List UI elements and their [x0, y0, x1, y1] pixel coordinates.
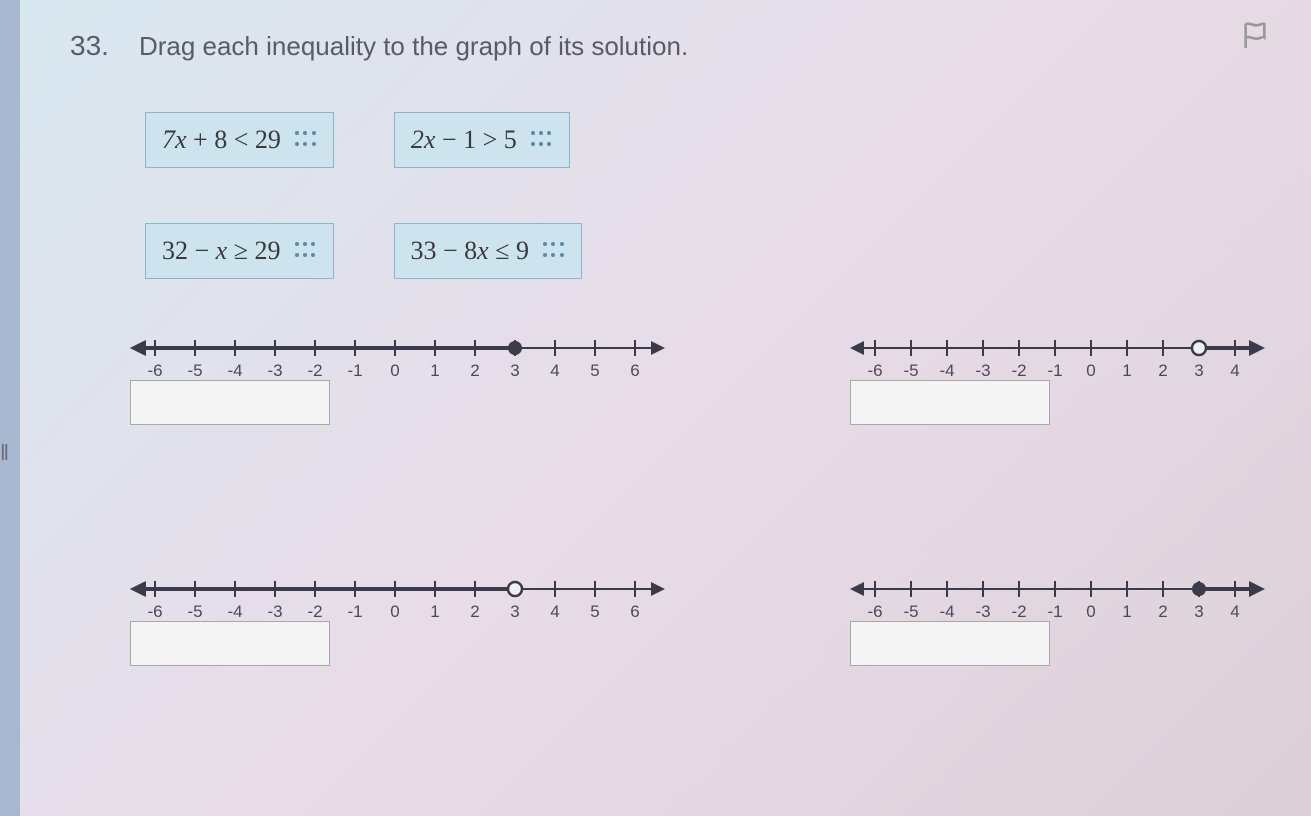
svg-text:-4: -4 — [227, 602, 242, 621]
svg-text:1: 1 — [430, 602, 439, 621]
svg-text:0: 0 — [390, 361, 399, 380]
svg-text:-3: -3 — [267, 602, 282, 621]
svg-text:-1: -1 — [1047, 602, 1062, 621]
svg-text:6: 6 — [630, 361, 639, 380]
svg-text:-4: -4 — [227, 361, 242, 380]
svg-text:-4: -4 — [939, 361, 954, 380]
drop-zone-3[interactable] — [130, 621, 330, 666]
number-line-2: -6-5-4-3-2-101234 — [850, 334, 1311, 374]
drag-handle-icon — [295, 131, 317, 149]
svg-text:5: 5 — [590, 361, 599, 380]
svg-text:-2: -2 — [307, 602, 322, 621]
left-sidebar — [0, 0, 20, 816]
svg-text:3: 3 — [1194, 602, 1203, 621]
graph-1: -6 -5 -4 -3 -2 -1 0 1 2 3 4 5 6 — [130, 334, 730, 425]
inequality-tile-1[interactable]: 7x + 8 < 29 — [145, 112, 334, 168]
svg-text:0: 0 — [1086, 602, 1095, 621]
svg-text:4: 4 — [1230, 602, 1239, 621]
svg-text:2: 2 — [1158, 361, 1167, 380]
number-line-1: -6-5-4-3-2-10123456 — [130, 334, 730, 374]
svg-text:4: 4 — [1230, 361, 1239, 380]
number-line-4: -6-5-4-3-2-101234 — [850, 575, 1311, 615]
svg-text:1: 1 — [430, 361, 439, 380]
svg-text:-5: -5 — [187, 602, 202, 621]
svg-text:-5: -5 — [903, 361, 918, 380]
draggable-tiles-container: 7x + 8 < 29 2x − 1 > 5 32 − x ≥ 29 33 − … — [145, 112, 1290, 279]
inequality-tile-3[interactable]: 32 − x ≥ 29 — [145, 223, 334, 279]
drag-handle-icon — [531, 131, 553, 149]
drag-handle-icon — [295, 242, 317, 260]
svg-text:1: 1 — [1122, 602, 1131, 621]
tile-label: 33 − 8x ≤ 9 — [411, 236, 530, 266]
number-line-graphs: -6 -5 -4 -3 -2 -1 0 1 2 3 4 5 6 -6 -5 -4 -3 -2 -1 0 1 2 3 4 -6… — [130, 334, 1290, 666]
svg-text:-6: -6 — [147, 361, 162, 380]
equal-sign-decoration: ‖ — [0, 440, 9, 466]
svg-text:4: 4 — [550, 602, 559, 621]
svg-text:6: 6 — [630, 602, 639, 621]
svg-text:2: 2 — [470, 602, 479, 621]
drop-zone-1[interactable] — [130, 380, 330, 425]
svg-text:1: 1 — [1122, 361, 1131, 380]
svg-text:-2: -2 — [1011, 602, 1026, 621]
svg-text:5: 5 — [590, 602, 599, 621]
svg-text:-6: -6 — [147, 602, 162, 621]
svg-text:-1: -1 — [347, 361, 362, 380]
svg-text:-3: -3 — [267, 361, 282, 380]
svg-text:3: 3 — [510, 361, 519, 380]
svg-text:-2: -2 — [307, 361, 322, 380]
question-number: 33. — [70, 30, 109, 62]
number-line-3: -6-5-4-3-2-10123456 — [130, 575, 730, 615]
svg-text:-4: -4 — [939, 602, 954, 621]
svg-text:-6: -6 — [867, 361, 882, 380]
svg-text:0: 0 — [1086, 361, 1095, 380]
inequality-tile-2[interactable]: 2x − 1 > 5 — [394, 112, 570, 168]
svg-text:3: 3 — [510, 602, 519, 621]
tile-label: 7x + 8 < 29 — [162, 125, 281, 155]
svg-text:-2: -2 — [1011, 361, 1026, 380]
svg-text:-6: -6 — [867, 602, 882, 621]
svg-text:4: 4 — [550, 361, 559, 380]
drag-handle-icon — [543, 242, 565, 260]
inequality-tile-4[interactable]: 33 − 8x ≤ 9 — [394, 223, 583, 279]
svg-text:-1: -1 — [1047, 361, 1062, 380]
svg-text:-5: -5 — [903, 602, 918, 621]
drop-zone-2[interactable] — [850, 380, 1050, 425]
svg-text:-1: -1 — [347, 602, 362, 621]
graph-2: -6 -5 -4 -3 -2 -1 0 1 2 3 4 — [850, 334, 1311, 425]
svg-text:2: 2 — [1158, 602, 1167, 621]
svg-text:-3: -3 — [975, 361, 990, 380]
svg-text:2: 2 — [470, 361, 479, 380]
graph-4: -6 -5 -4 -3 -2 -1 0 1 2 3 4 — [850, 575, 1311, 666]
svg-text:-3: -3 — [975, 602, 990, 621]
question-text: Drag each inequality to the graph of its… — [139, 31, 688, 62]
drop-zone-4[interactable] — [850, 621, 1050, 666]
svg-text:0: 0 — [390, 602, 399, 621]
question-content: 33. Drag each inequality to the graph of… — [70, 30, 1290, 666]
tile-label: 32 − x ≥ 29 — [162, 236, 281, 266]
tile-label: 2x − 1 > 5 — [411, 125, 517, 155]
svg-text:3: 3 — [1194, 361, 1203, 380]
graph-3: -6 -5 -4 -3 -2 -1 0 1 2 3 4 5 6 — [130, 575, 730, 666]
svg-text:-5: -5 — [187, 361, 202, 380]
